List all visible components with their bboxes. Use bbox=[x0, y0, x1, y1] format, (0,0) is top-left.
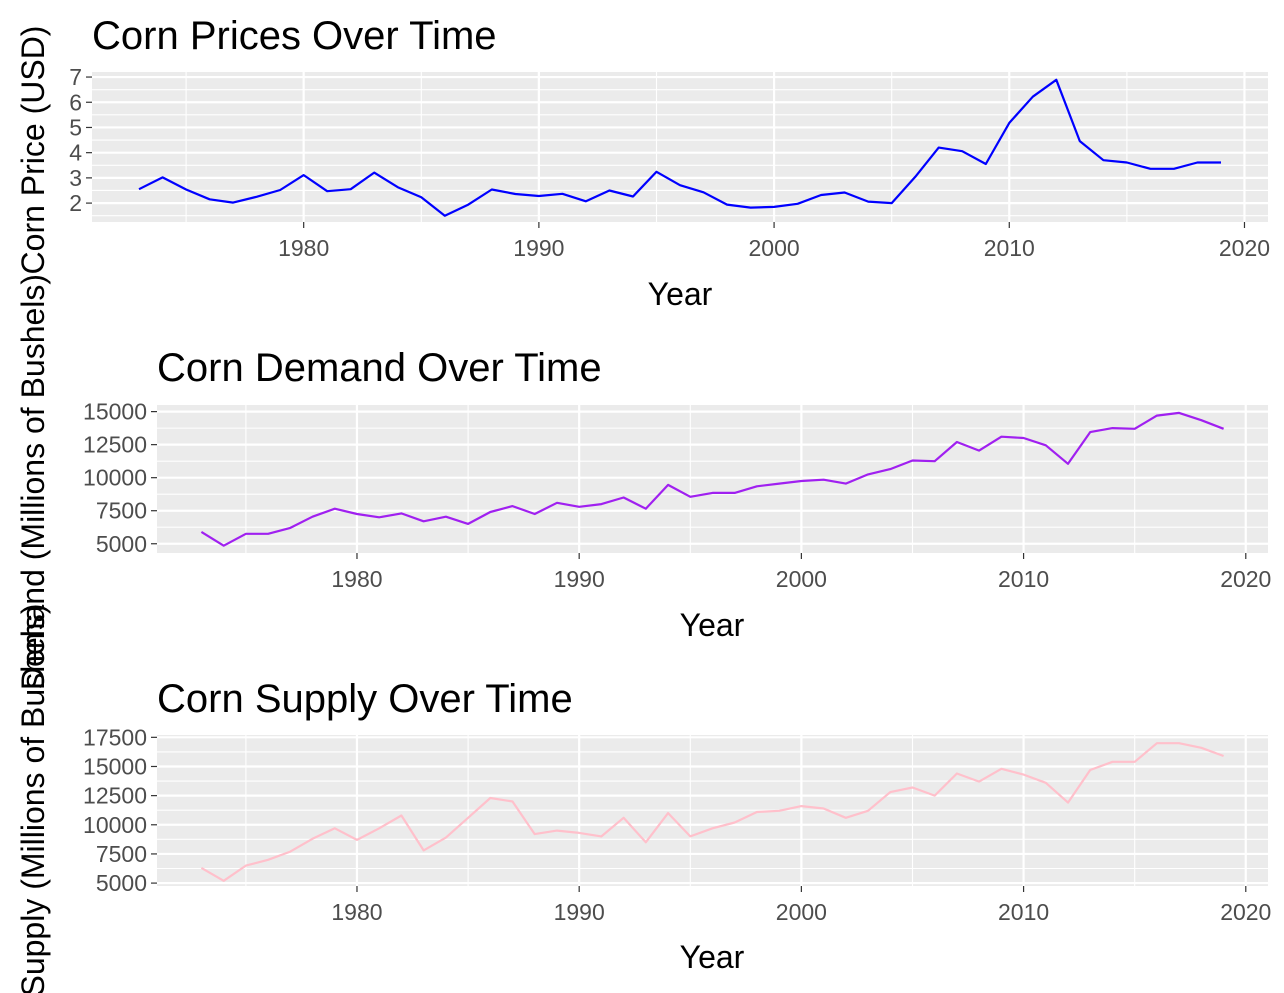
demand-y-tick-label: 10000 bbox=[83, 465, 147, 491]
demand-chart-title: Corn Demand Over Time bbox=[157, 346, 602, 390]
demand-series-line bbox=[200, 411, 1224, 547]
price-y-tick-label: 6 bbox=[69, 89, 82, 115]
supply-chart-title: Corn Supply Over Time bbox=[157, 677, 573, 721]
demand-grid bbox=[157, 405, 1268, 553]
price-y-tick-label: 5 bbox=[69, 114, 82, 140]
demand-plot-panel bbox=[157, 405, 1268, 553]
price-series-line bbox=[138, 78, 1221, 217]
price-x-tick-label: 1990 bbox=[513, 235, 564, 261]
price-x-tick-label: 1980 bbox=[278, 235, 329, 261]
price-plot-panel bbox=[92, 72, 1268, 222]
supply-y-tick-label: 10000 bbox=[83, 812, 147, 838]
demand-x-tick-label: 2020 bbox=[1220, 566, 1271, 592]
supply-x-axis-title: Year bbox=[680, 939, 745, 975]
supply-y-tick-label: 7500 bbox=[96, 841, 147, 867]
supply-y-tick-label: 15000 bbox=[83, 753, 147, 779]
supply-y-tick-label: 12500 bbox=[83, 783, 147, 809]
supply-series-line bbox=[200, 742, 1224, 882]
supply-chart: Corn Supply Over Time 1980 1990 2000 2010 20… bbox=[15, 603, 1271, 993]
supply-y-tick-label: 17500 bbox=[83, 724, 147, 750]
supply-x-tick-label: 1990 bbox=[554, 899, 605, 925]
supply-y-axis-title: Supply (Millions of Bushels) bbox=[15, 603, 51, 993]
demand-x-tick-label: 1990 bbox=[554, 566, 605, 592]
price-y-tick-label: 4 bbox=[69, 140, 82, 166]
demand-y-axis-title: Demand (Millions of Bushels) bbox=[15, 274, 51, 690]
price-y-axis-title: Corn Price (USD) bbox=[15, 26, 51, 275]
demand-ticks: 1980 1990 2000 2010 2020 5000 7500 10000 12500 15… bbox=[83, 399, 1271, 592]
demand-x-tick-label: 2000 bbox=[776, 566, 827, 592]
demand-x-tick-label: 1980 bbox=[331, 566, 382, 592]
price-y-tick-label: 3 bbox=[69, 165, 82, 191]
price-x-tick-label: 2000 bbox=[748, 235, 799, 261]
demand-y-tick-label: 15000 bbox=[83, 399, 147, 425]
price-chart-title: Corn Prices Over Time bbox=[92, 14, 497, 58]
demand-x-axis-title: Year bbox=[680, 607, 745, 643]
price-y-tick-label: 7 bbox=[69, 64, 82, 90]
supply-x-tick-label: 2020 bbox=[1220, 899, 1271, 925]
supply-x-tick-label: 1980 bbox=[331, 899, 382, 925]
demand-chart: Corn Demand Over Time 1980 1990 2000 2010 20… bbox=[15, 274, 1271, 690]
demand-y-tick-label: 12500 bbox=[83, 432, 147, 458]
price-x-tick-label: 2020 bbox=[1219, 235, 1270, 261]
supply-y-tick-label: 5000 bbox=[96, 870, 147, 896]
price-x-axis-title: Year bbox=[648, 276, 713, 312]
price-x-tick-label: 2010 bbox=[984, 235, 1035, 261]
price-grid bbox=[92, 72, 1268, 222]
supply-x-tick-label: 2000 bbox=[776, 899, 827, 925]
price-y-tick-label: 2 bbox=[69, 190, 82, 216]
supply-ticks: 1980 1990 2000 2010 2020 5000 7500 10000 12500 15… bbox=[83, 724, 1271, 925]
supply-x-tick-label: 2010 bbox=[998, 899, 1049, 925]
demand-y-tick-label: 7500 bbox=[96, 498, 147, 524]
price-chart: Corn Prices Over Time 1980 1990 2000 2010 20… bbox=[15, 14, 1270, 312]
demand-y-tick-label: 5000 bbox=[96, 531, 147, 557]
demand-x-tick-label: 2010 bbox=[998, 566, 1049, 592]
